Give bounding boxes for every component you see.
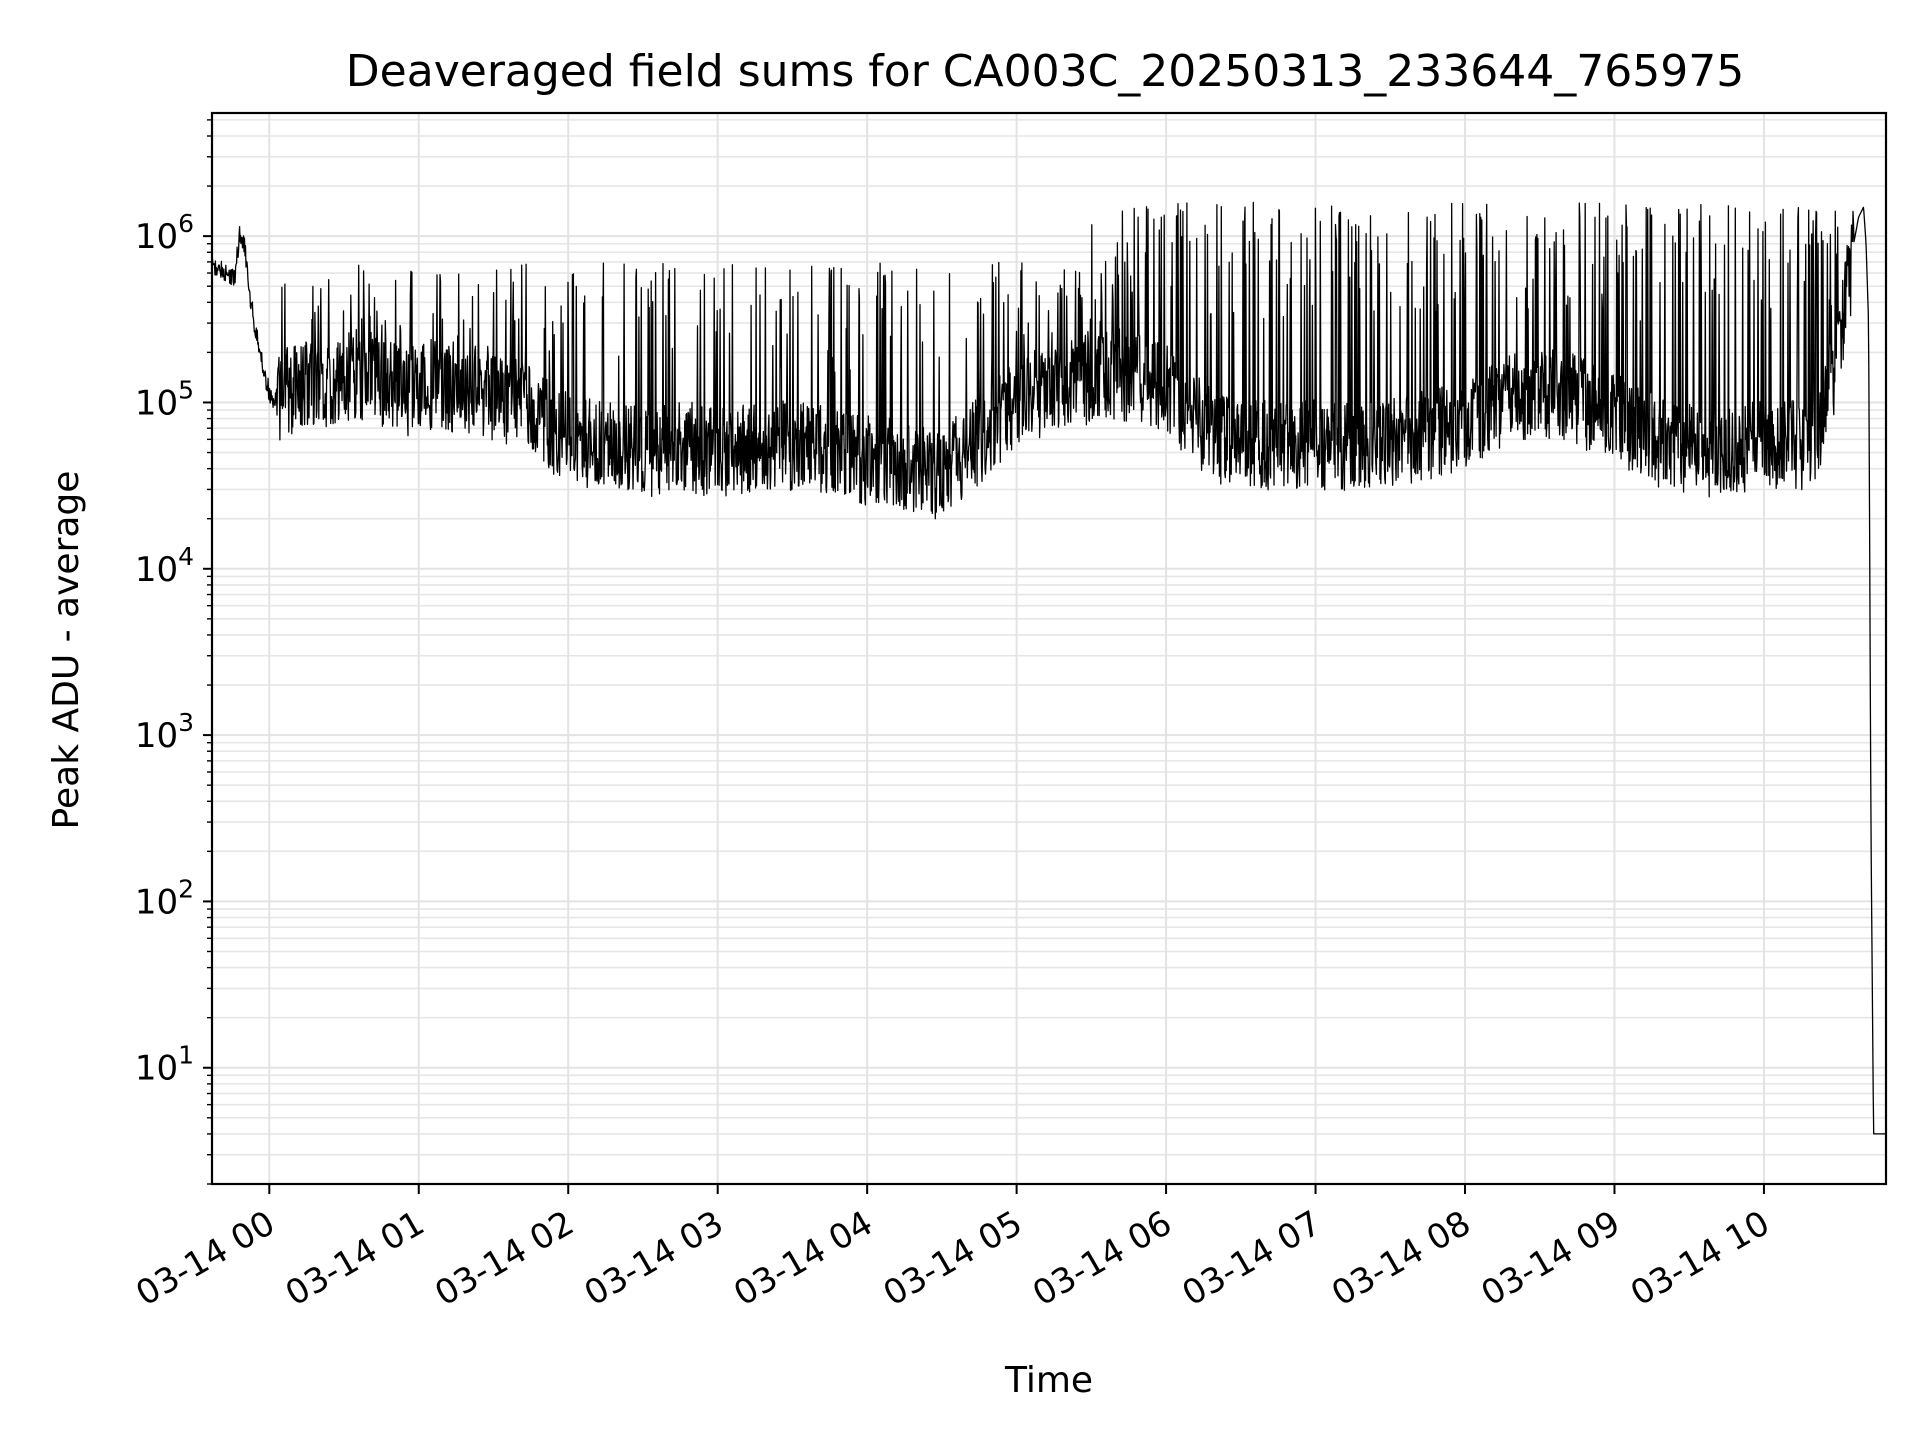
y-tick-label-exponent: 3 — [178, 708, 194, 737]
y-tick-label-base: 10 — [135, 383, 178, 423]
y-tick-label: 104 — [135, 542, 194, 590]
x-axis-label: Time — [1004, 1360, 1093, 1401]
y-tick-label: 102 — [135, 874, 194, 922]
series-line — [211, 201, 1887, 1135]
y-tick-label-base: 10 — [135, 716, 178, 756]
y-tick-label-exponent: 5 — [178, 375, 194, 404]
y-axis-label: Peak ADU - average — [46, 471, 87, 830]
y-tick-label-base: 10 — [135, 882, 178, 922]
series-layer — [211, 201, 1887, 1135]
y-tick-label: 105 — [135, 375, 194, 423]
y-tick-label: 106 — [135, 209, 194, 257]
y-tick-label-base: 10 — [135, 217, 178, 257]
y-tick-label-exponent: 4 — [178, 542, 194, 571]
y-tick-label-base: 10 — [135, 1049, 178, 1089]
y-tick-label-exponent: 6 — [178, 209, 194, 238]
y-tick-label-exponent: 2 — [178, 874, 194, 903]
y-tick-label-exponent: 1 — [178, 1041, 194, 1070]
y-tick-label: 103 — [135, 708, 194, 756]
plot-frame — [210, 111, 1888, 1186]
y-tick-label: 101 — [135, 1041, 194, 1089]
y-tick-label-base: 10 — [135, 550, 178, 590]
chart-title: Deaveraged field sums for CA003C_2025031… — [346, 46, 1744, 97]
